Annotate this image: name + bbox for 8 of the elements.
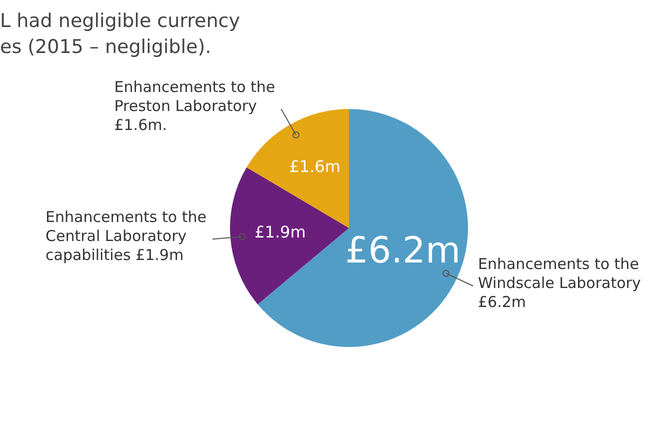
slice-label: Enhancements to the Preston Laboratory £1.6m. (114, 78, 276, 134)
slice-label: Enhancements to the Central Laboratory capabilities £1.9m (46, 208, 206, 264)
slice-label: Enhancements to the Windscale Laboratory £6.2m (478, 254, 641, 311)
text: L had negligible currency (0, 9, 240, 34)
text: es (2015 – negligible). (0, 35, 212, 60)
data-label: £6.2m (345, 230, 461, 272)
data-label: £1.6m (289, 157, 340, 176)
data-label: £1.9m (254, 222, 306, 242)
